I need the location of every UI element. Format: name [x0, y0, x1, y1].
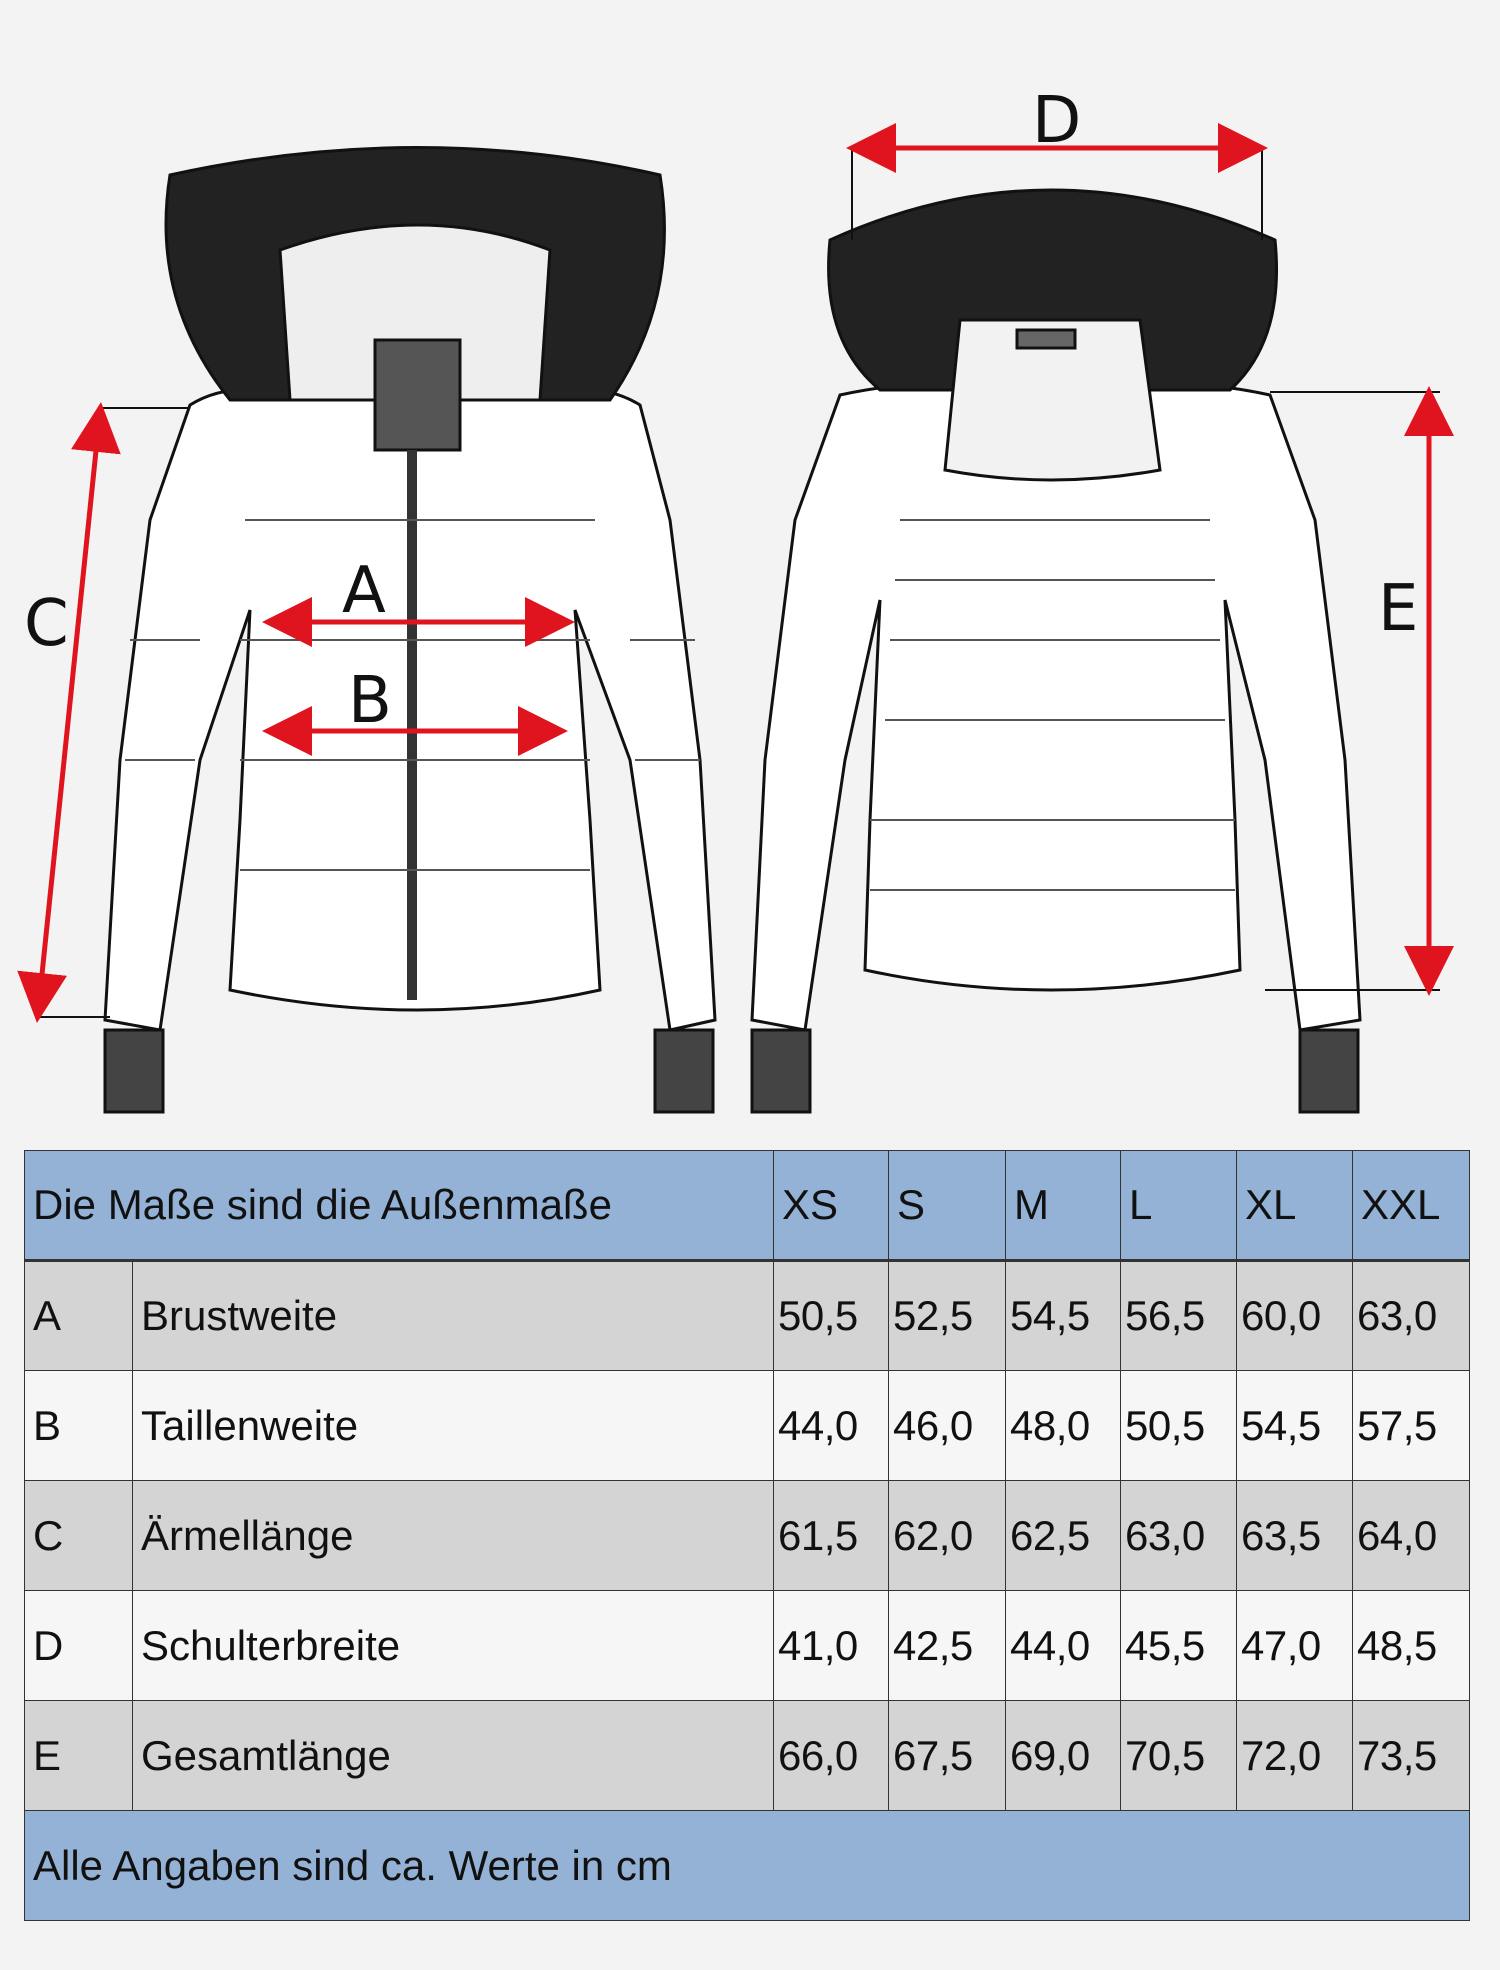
label-e: E	[1378, 572, 1418, 646]
row-key: A	[24, 1260, 133, 1371]
row-key: E	[24, 1700, 133, 1811]
size-value: 72,0	[1236, 1700, 1353, 1811]
size-value: 48,0	[1005, 1370, 1121, 1481]
size-value: 50,5	[1120, 1370, 1237, 1481]
size-value: 54,5	[1005, 1260, 1121, 1371]
table-footer-row: Alle Angaben sind ca. Werte in cm	[24, 1810, 1470, 1921]
size-value: 42,5	[888, 1590, 1006, 1701]
jacket-diagram: A B C D E	[17, 84, 1454, 1114]
size-value: 69,0	[1005, 1700, 1121, 1811]
label-d: D	[1032, 84, 1081, 158]
size-value: 44,0	[1005, 1590, 1121, 1701]
size-value: 54,5	[1236, 1370, 1353, 1481]
size-value: 61,5	[773, 1480, 889, 1591]
size-header: XXL	[1352, 1150, 1470, 1262]
row-key: B	[24, 1370, 133, 1481]
size-value: 70,5	[1120, 1700, 1237, 1811]
table-title: Die Maße sind die Außenmaße	[24, 1150, 774, 1262]
size-value: 45,5	[1120, 1590, 1237, 1701]
row-name: Ärmellänge	[132, 1480, 774, 1591]
size-value: 62,5	[1005, 1480, 1121, 1591]
size-value: 64,0	[1352, 1480, 1470, 1591]
jacket-front-drawing	[103, 146, 717, 1114]
size-value: 48,5	[1352, 1590, 1470, 1701]
size-value: 66,0	[773, 1700, 889, 1811]
table-row: D Schulterbreite 41,0 42,5 44,0 45,5 47,0 48,5	[24, 1590, 1470, 1701]
size-value: 50,5	[773, 1260, 889, 1371]
label-b: B	[348, 664, 392, 738]
size-value: 46,0	[888, 1370, 1006, 1481]
jacket-back-drawing	[750, 188, 1362, 1114]
table-row: A Brustweite 50,5 52,5 54,5 56,5 60,0 63,0	[24, 1260, 1470, 1371]
table-row: C Ärmellänge 61,5 62,0 62,5 63,0 63,5 64,0	[24, 1480, 1470, 1591]
size-table: Die Maße sind die Außenmaße XS S M L XL …	[24, 1150, 1470, 1921]
size-header: M	[1005, 1150, 1121, 1262]
size-value: 60,0	[1236, 1260, 1353, 1371]
size-value: 62,0	[888, 1480, 1006, 1591]
size-value: 63,5	[1236, 1480, 1353, 1591]
label-c: C	[24, 587, 69, 661]
size-value: 52,5	[888, 1260, 1006, 1371]
table-header-row: Die Maße sind die Außenmaße XS S M L XL …	[24, 1150, 1470, 1262]
size-value: 57,5	[1352, 1370, 1470, 1481]
row-name: Schulterbreite	[132, 1590, 774, 1701]
size-value: 63,0	[1120, 1480, 1237, 1591]
row-name: Gesamtlänge	[132, 1700, 774, 1811]
size-value: 41,0	[773, 1590, 889, 1701]
label-a: A	[342, 554, 386, 628]
row-name: Brustweite	[132, 1260, 774, 1371]
row-name: Taillenweite	[132, 1370, 774, 1481]
table-row: B Taillenweite 44,0 46,0 48,0 50,5 54,5 57,5	[24, 1370, 1470, 1481]
size-header: XS	[773, 1150, 889, 1262]
size-value: 56,5	[1120, 1260, 1237, 1371]
row-key: C	[24, 1480, 133, 1591]
row-key: D	[24, 1590, 133, 1701]
size-value: 67,5	[888, 1700, 1006, 1811]
footer-note: Alle Angaben sind ca. Werte in cm	[24, 1810, 1470, 1921]
table-row: E Gesamtlänge 66,0 67,5 69,0 70,5 72,0 73,5	[24, 1700, 1470, 1811]
size-value: 47,0	[1236, 1590, 1353, 1701]
size-header: S	[888, 1150, 1006, 1262]
size-value: 44,0	[773, 1370, 889, 1481]
size-header: XL	[1236, 1150, 1353, 1262]
size-value: 73,5	[1352, 1700, 1470, 1811]
size-value: 63,0	[1352, 1260, 1470, 1371]
size-header: L	[1120, 1150, 1237, 1262]
arrow-c	[17, 402, 121, 1023]
